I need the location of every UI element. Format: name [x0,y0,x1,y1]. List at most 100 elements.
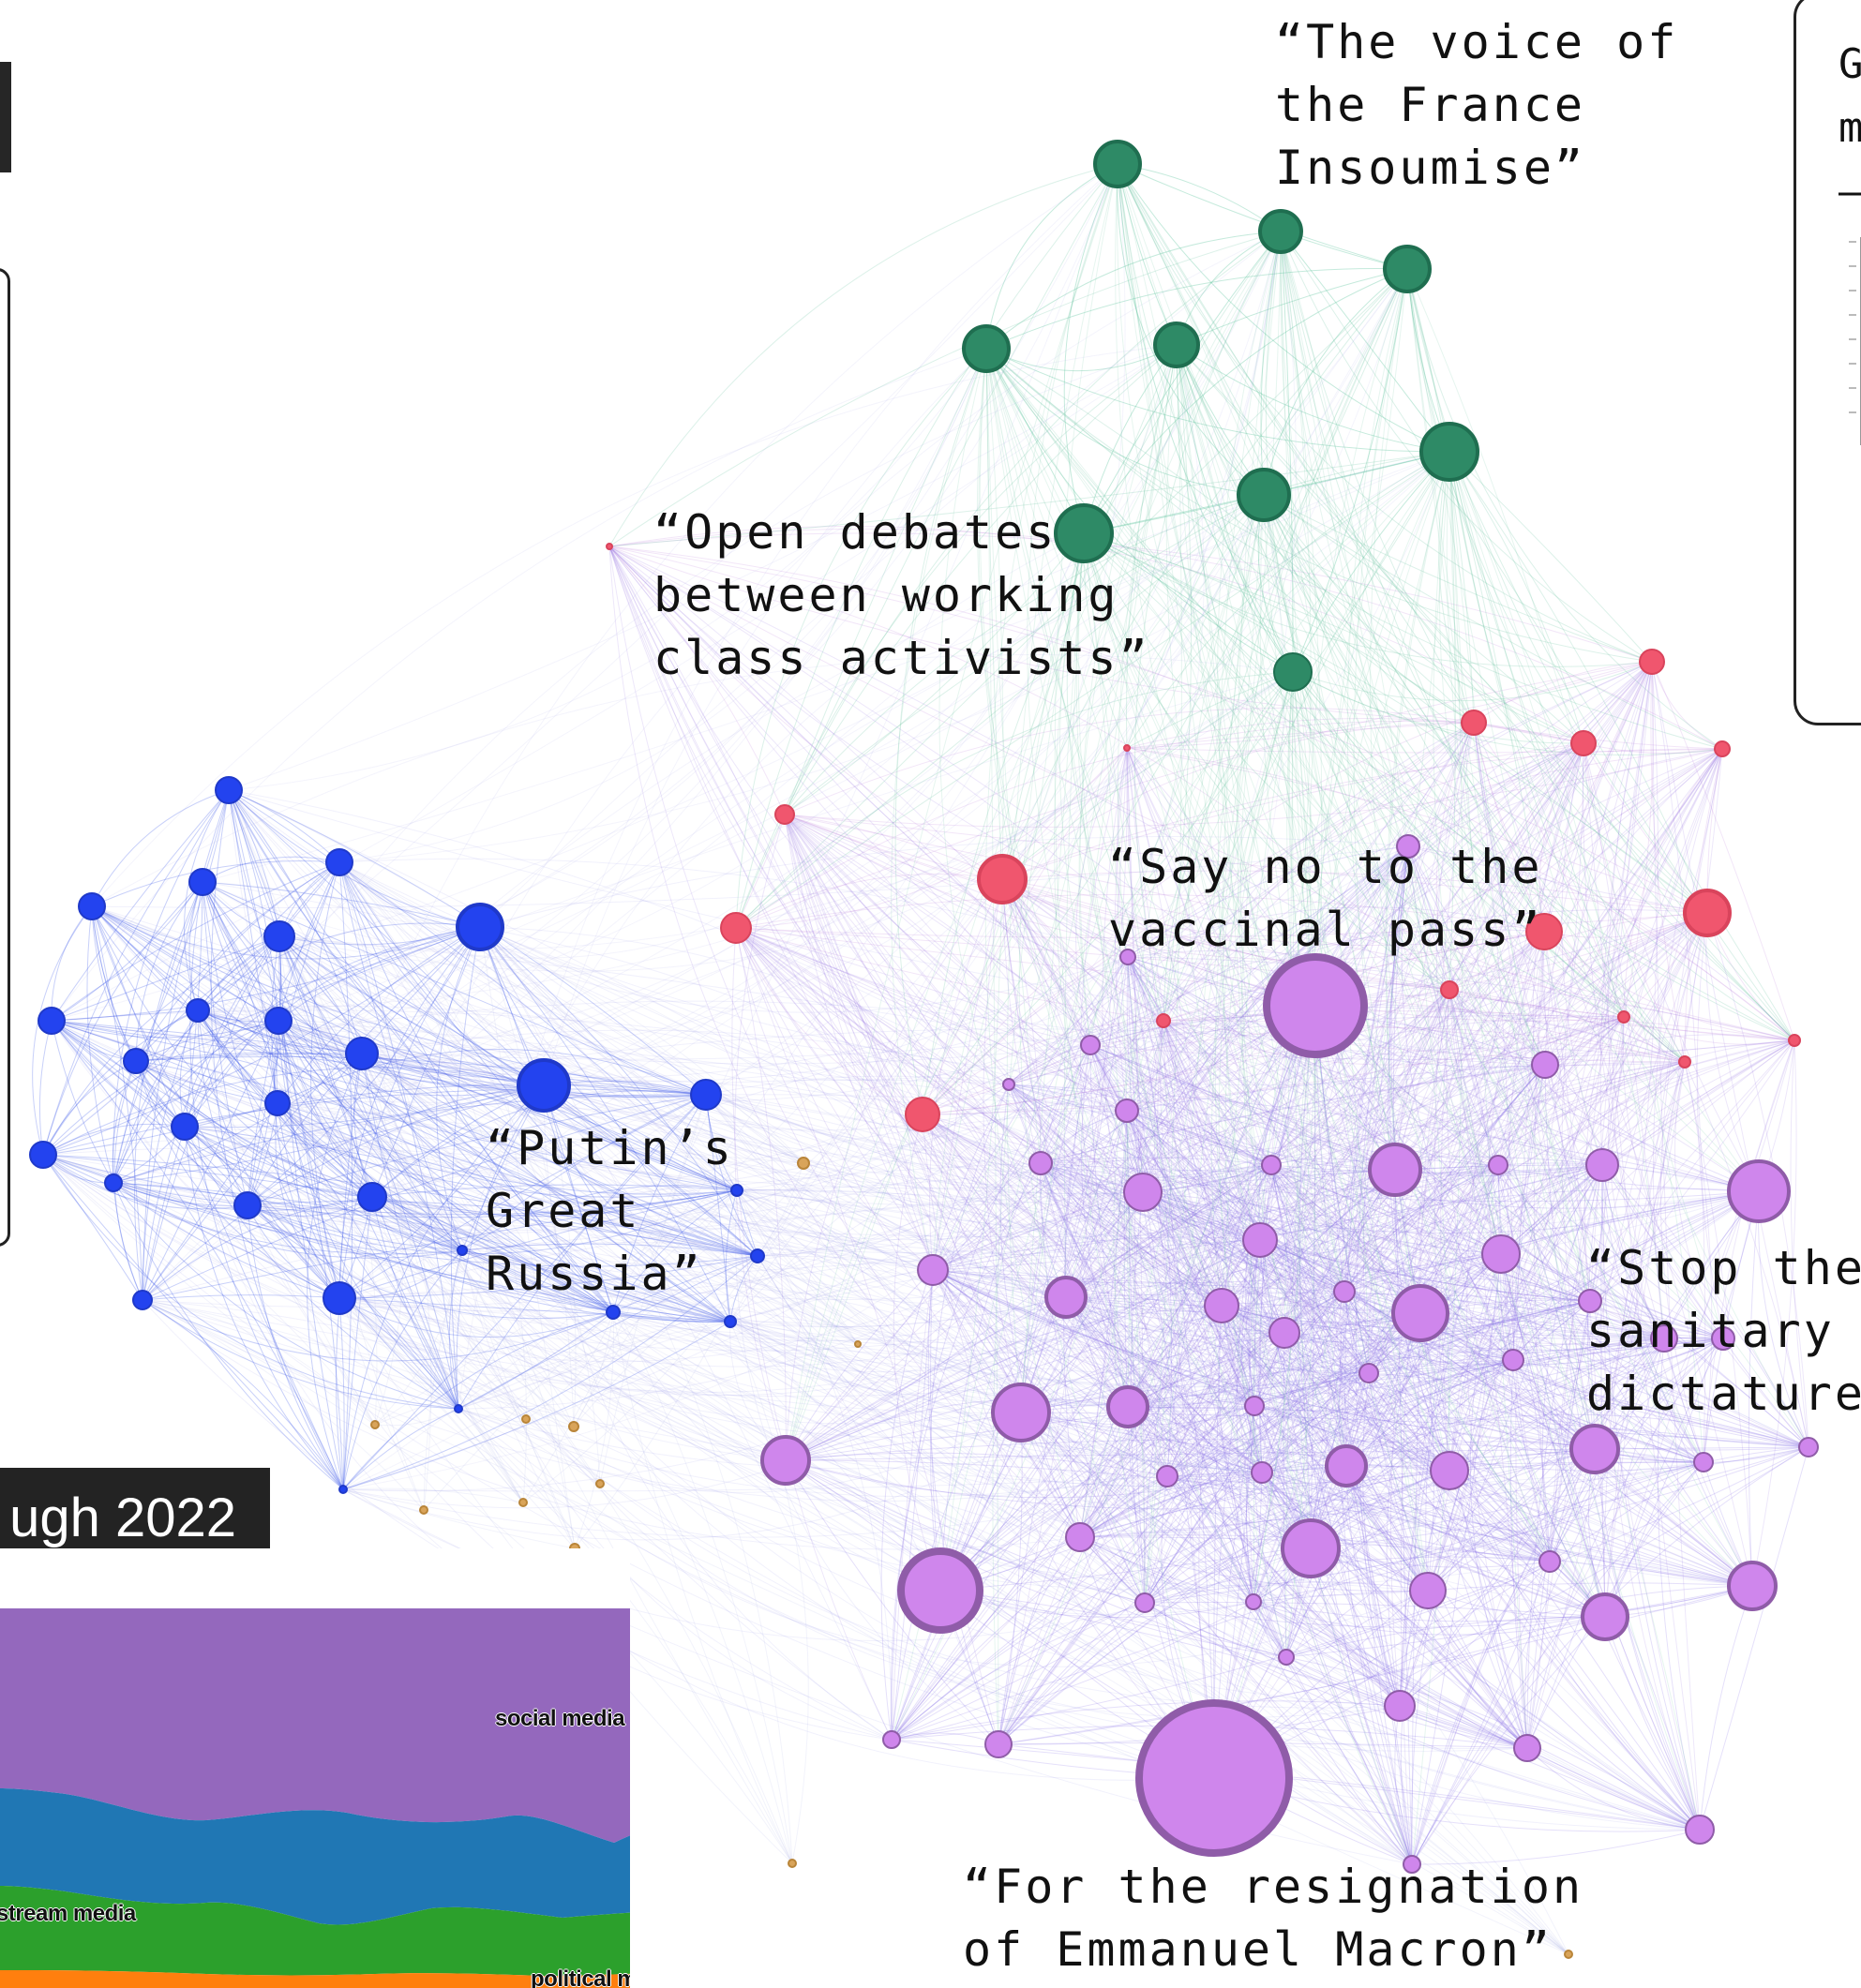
network-edge [371,1196,575,1427]
network-edge [1427,1338,1665,1592]
network-edge [1040,1044,1091,1164]
network-edge [228,789,340,1299]
network-edge [984,163,1118,1538]
network-edge [479,926,731,1323]
network-edge [1263,494,1584,744]
network-edge [1406,268,1584,744]
network-edge [1144,1556,1551,1604]
network-edge [1126,747,1421,1314]
network-edge [1583,742,1704,1463]
network-edge [1448,1253,1502,1472]
network-edge [278,935,1215,1779]
network-edge [1259,1239,1665,1339]
network-edge [543,1084,1272,1256]
network-edge [729,1321,1401,1707]
network-edge [891,1305,1223,1741]
network-edge [1114,747,1128,1112]
network-edge [1127,956,1760,1192]
network-edge [1089,1044,1499,1166]
network-edge [1345,912,1708,1467]
network-edge [939,1590,1287,1658]
network-edge [184,861,340,1128]
network-edge [1500,748,1723,1255]
network-edge [785,451,1450,1461]
network-edge [1040,1162,1370,1374]
network-edge [1040,1064,1546,1164]
network-edge [1310,1359,1514,1549]
network-edge [371,1196,787,1461]
network-edge [985,163,1118,350]
network-node-purple [991,1383,1051,1442]
network-edge [1144,1064,1546,1604]
network-edge [1583,742,1686,1063]
network-edge [135,1060,614,1313]
network-edge [1292,671,1625,1018]
network-edge [1142,1061,1686,1193]
network-edge [1583,742,1708,914]
network-edge [1310,1547,1413,1865]
network-node-blue [357,1182,387,1212]
network-edge [1166,1475,1287,1658]
network-edge [1370,268,1551,1562]
network-edge [91,789,230,907]
network-node-blue [730,1184,743,1197]
network-edge [1270,1164,1347,1467]
network-edge [784,814,1146,1604]
network-edge [342,1084,545,1490]
network-edge [1001,742,1584,880]
network-edge [1544,1064,1760,1192]
network-edge [1340,722,1475,1467]
network-edge [985,348,1450,991]
network-edge [1263,494,1653,663]
network-edge [1127,956,1223,1307]
network-edge [985,348,1514,1361]
network-edge [277,1102,1401,1709]
network-edge [113,1182,143,1301]
network-edge [1448,989,1686,1063]
network-edge [1343,1277,1591,1302]
network-edge [1065,1164,1499,1298]
network-edge [1040,1162,1591,1302]
network-edge [91,905,481,960]
network-edge [277,1102,787,1461]
network-edge [135,1060,1272,1189]
network-edge [184,1126,344,1490]
network-edge [608,546,1514,1361]
network-edge [1448,451,1708,914]
network-edge [338,1053,363,1299]
network-edge [1261,1359,1514,1473]
network-edge [1144,1470,1450,1604]
network-edge [1127,956,1285,1334]
network-edge [1083,532,1625,1018]
network-edge [1448,451,1528,1749]
network-edge [461,1249,787,1461]
network-edge [543,1084,614,1313]
network-edge [1163,1016,1625,1066]
network-edge [1065,1296,1528,1749]
network-edge [42,789,230,1156]
network-edge [142,1196,373,1301]
network-edge [1407,845,1502,1255]
network-edge [729,1300,1591,1405]
network-edge [51,1009,199,1022]
network-edge [371,231,1282,1198]
network-edge [939,1470,1450,1592]
network-node-red [1525,913,1563,950]
network-edge [228,348,987,791]
network-edge [113,1182,340,1299]
network-edge [1604,1616,1701,1831]
network-edge [608,546,1760,1192]
network-edge [998,1110,1128,1745]
network-edge [338,861,1546,1086]
network-edge [785,1459,1701,1831]
network-edge [278,935,707,1099]
network-edge [785,1191,1144,1461]
network-edge [1448,1338,1665,1472]
network-node-red [1788,1034,1801,1047]
network-edge [113,1084,545,1184]
network-edge [1526,912,1708,1749]
network-edge [735,874,1003,929]
network-node-green [1383,245,1432,293]
network-node-blue [345,1037,379,1070]
